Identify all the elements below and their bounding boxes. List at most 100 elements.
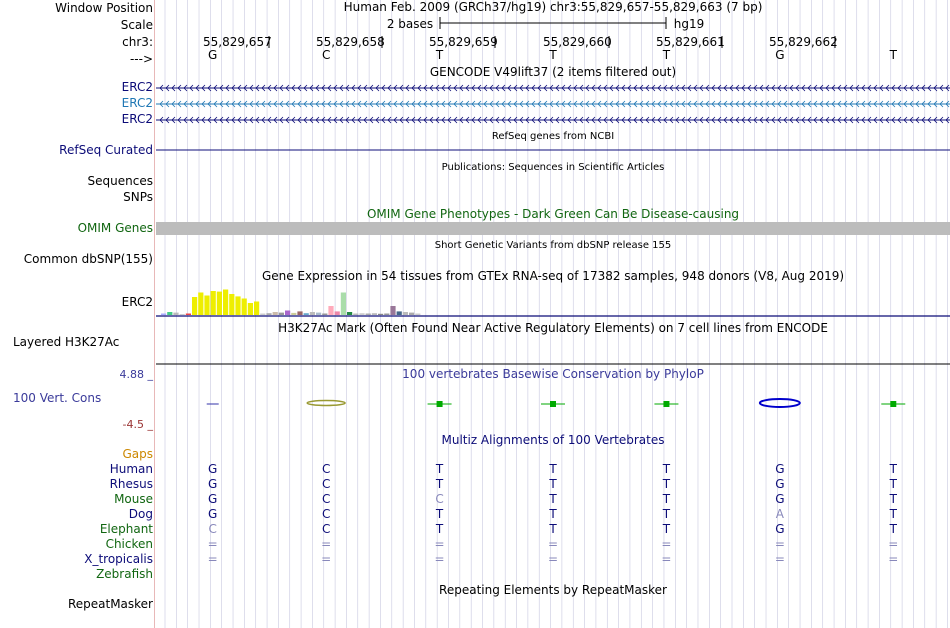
dbsnp-title: Short Genetic Variants from dbSNP releas… bbox=[434, 240, 672, 251]
gtex-label[interactable]: ERC2 bbox=[121, 295, 153, 309]
alignment-base: C bbox=[321, 492, 331, 506]
cons-score-dot-3 bbox=[550, 401, 556, 407]
alignment-base: T bbox=[435, 477, 444, 491]
reference-base: G bbox=[775, 48, 785, 62]
gtex-tissue-bar bbox=[334, 311, 340, 315]
refseq-label[interactable]: RefSeq Curated bbox=[59, 143, 153, 157]
omim-label[interactable]: OMIM Genes bbox=[77, 221, 153, 235]
gtex-tissue-bar bbox=[161, 313, 167, 315]
gtex-tissue-bar bbox=[390, 306, 396, 315]
alignment-base: G bbox=[775, 477, 785, 491]
h3k27ac-label[interactable]: Layered H3K27Ac bbox=[13, 335, 120, 349]
gencode-label-2[interactable]: ERC2 bbox=[121, 96, 153, 110]
alignment-base: = bbox=[661, 552, 672, 566]
reference-base: T bbox=[889, 48, 897, 62]
alignment-base: T bbox=[435, 522, 444, 536]
gencode-strand-arrows-1 bbox=[159, 84, 950, 92]
alignment-base: = bbox=[774, 537, 785, 551]
alignment-base: G bbox=[208, 507, 218, 521]
gtex-tissue-bar bbox=[384, 313, 390, 315]
alignment-base: T bbox=[662, 462, 671, 476]
multiz-title: Multiz Alignments of 100 Vertebrates bbox=[441, 433, 665, 447]
dbsnp-label[interactable]: Common dbSNP(155) bbox=[23, 252, 153, 266]
gtex-tissue-bar bbox=[260, 313, 266, 315]
gtex-tissue-bar bbox=[340, 292, 346, 315]
alignment-base: = bbox=[434, 552, 445, 566]
gtex-tissue-bar bbox=[173, 312, 179, 315]
publications-sequences-label[interactable]: Sequences bbox=[87, 174, 153, 188]
cons-score-dot-4 bbox=[663, 401, 670, 407]
gtex-tissue-bar bbox=[291, 312, 297, 315]
alignment-base: G bbox=[208, 492, 218, 506]
species-dog: Dog bbox=[128, 507, 153, 521]
gtex-tissue-bar bbox=[328, 306, 334, 315]
alignment-base: T bbox=[549, 462, 557, 476]
gtex-tissue-bar bbox=[210, 291, 216, 315]
gtex-tissue-bar bbox=[297, 311, 303, 315]
gtex-tissue-bar bbox=[223, 289, 229, 315]
alignment-base: T bbox=[889, 522, 897, 536]
h3k27ac-title: H3K27Ac Mark (Often Found Near Active Re… bbox=[278, 321, 828, 335]
alignment-base: G bbox=[775, 492, 785, 506]
alignment-base: T bbox=[549, 522, 557, 536]
alignment-base: C bbox=[321, 477, 331, 491]
alignment-base: C bbox=[321, 522, 331, 536]
gtex-tissue-bar bbox=[285, 310, 291, 315]
alignment-base: = bbox=[547, 552, 559, 566]
gtex-tissue-bar bbox=[235, 296, 241, 315]
reference-base: T bbox=[662, 48, 671, 62]
alignment-base: T bbox=[662, 507, 671, 521]
species-mouse: Mouse bbox=[114, 492, 153, 506]
gtex-tissue-bar bbox=[378, 313, 384, 315]
alignment-base: = bbox=[888, 537, 899, 551]
alignment-base: T bbox=[662, 477, 671, 491]
gtex-tissue-bar bbox=[254, 301, 260, 315]
alignment-base: C bbox=[435, 492, 444, 506]
species-elephant: Elephant bbox=[99, 522, 153, 536]
gtex-tissue-bar bbox=[359, 313, 365, 315]
track-data-area[interactable]: Human Feb. 2009 (GRCh37/hg19) chr3:55,82… bbox=[156, 0, 950, 628]
gencode-title: GENCODE V49lift37 (2 items filtered out) bbox=[429, 65, 677, 79]
alignment-base: T bbox=[889, 462, 897, 476]
cons-logo-c bbox=[306, 399, 346, 407]
reference-base: G bbox=[208, 48, 218, 62]
omim-title: OMIM Gene Phenotypes - Dark Green Can Be… bbox=[366, 207, 740, 221]
alignment-base: T bbox=[889, 492, 897, 506]
alignment-base: = bbox=[774, 552, 785, 566]
gtex-tissue-bar bbox=[316, 312, 322, 315]
alignment-base: G bbox=[775, 462, 785, 476]
gtex-title: Gene Expression in 54 tissues from GTEx … bbox=[261, 269, 845, 283]
cons-label[interactable]: 100 Vert. Cons bbox=[13, 391, 102, 405]
species-chicken: Chicken bbox=[105, 537, 153, 551]
cons-max-label: 4.88 _ bbox=[119, 368, 154, 381]
position-tick-3: 55,829,659 bbox=[429, 35, 498, 49]
gtex-tissue-bar bbox=[415, 313, 421, 315]
cons-score-dot-2 bbox=[436, 401, 443, 407]
gtex-tissue-bar bbox=[185, 313, 191, 315]
gencode-label-3[interactable]: ERC2 bbox=[121, 112, 153, 126]
reference-base: T bbox=[435, 48, 444, 62]
gtex-tissue-bar bbox=[192, 297, 198, 315]
chrom-label: chr3: bbox=[122, 35, 153, 49]
alignment-base: G bbox=[208, 462, 218, 476]
repeatmasker-title: Repeating Elements by RepeatMasker bbox=[439, 583, 667, 597]
strand-label: ---> bbox=[129, 52, 153, 66]
alignment-base: C bbox=[208, 522, 217, 536]
position-tick-6: 55,829,662 bbox=[769, 35, 838, 49]
cons-min-label: -4.5 _ bbox=[122, 418, 153, 431]
publications-snps-label[interactable]: SNPs bbox=[123, 190, 153, 204]
track-graphics bbox=[156, 0, 950, 628]
alignment-base: T bbox=[889, 477, 897, 491]
gtex-tissue-bar bbox=[409, 312, 415, 315]
position-tick-1: 55,829,657 bbox=[203, 35, 272, 49]
gencode-strand-arrows-3 bbox=[159, 116, 950, 124]
gtex-tissue-bar bbox=[402, 312, 408, 315]
gtex-tissue-bar bbox=[272, 312, 278, 315]
gtex-tissue-bar bbox=[198, 292, 204, 315]
repeatmasker-label[interactable]: RepeatMasker bbox=[67, 597, 153, 611]
cons-title: 100 vertebrates Basewise Conservation by… bbox=[402, 367, 704, 381]
gencode-label-1[interactable]: ERC2 bbox=[121, 80, 153, 94]
alignment-base: T bbox=[889, 507, 897, 521]
gtex-tissue-bar bbox=[278, 312, 284, 315]
